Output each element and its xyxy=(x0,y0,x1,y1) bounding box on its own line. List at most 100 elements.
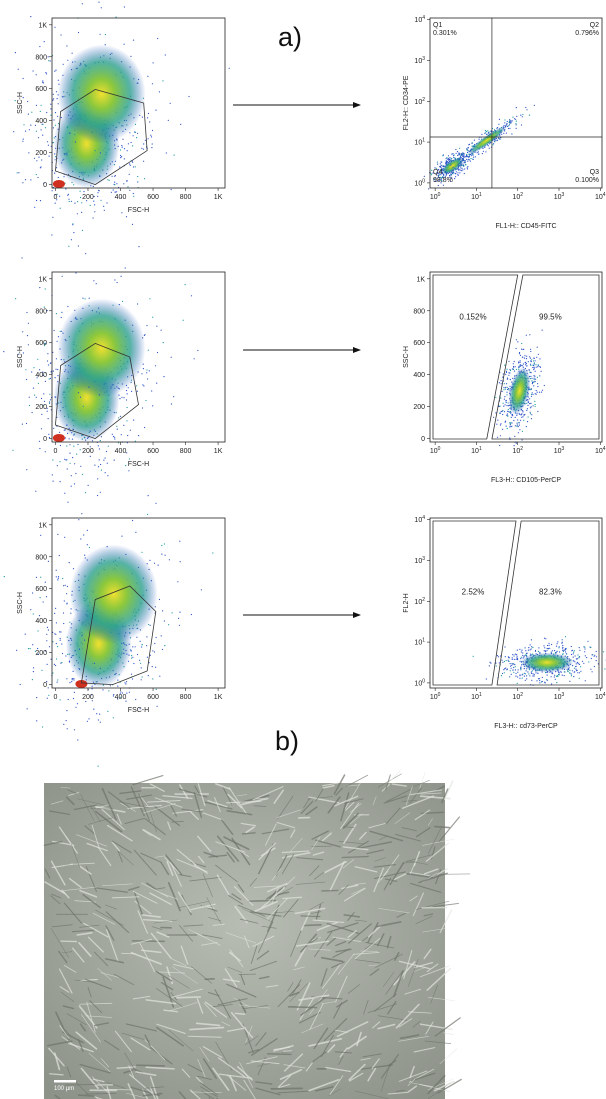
event-dot xyxy=(523,656,524,657)
event-dot xyxy=(525,650,526,651)
event-dot xyxy=(497,140,498,141)
event-dot xyxy=(579,664,580,665)
event-dot xyxy=(590,647,591,648)
event-dot xyxy=(42,726,43,727)
event-dot xyxy=(87,530,88,531)
event-dot xyxy=(146,636,147,637)
event-dot xyxy=(537,392,538,393)
event-dot xyxy=(55,112,56,113)
event-dot xyxy=(129,458,130,459)
event-dot xyxy=(516,348,517,349)
event-dot xyxy=(121,145,122,146)
event-dot xyxy=(57,369,58,370)
event-dot xyxy=(531,396,532,397)
event-dot xyxy=(117,686,118,687)
event-dot xyxy=(66,678,67,679)
event-dot xyxy=(502,673,503,674)
event-dot xyxy=(85,492,86,493)
event-dot xyxy=(31,112,32,113)
event-dot xyxy=(132,224,133,225)
event-dot xyxy=(106,173,107,174)
event-dot xyxy=(124,6,125,7)
event-dot xyxy=(573,660,574,661)
event-dot xyxy=(58,576,59,577)
tick-label: 1K xyxy=(214,694,223,701)
event-dot xyxy=(146,325,147,326)
event-dot xyxy=(459,153,460,154)
event-dot xyxy=(70,463,71,464)
event-dot xyxy=(555,652,556,653)
tick-base: 10 xyxy=(595,194,603,201)
event-dot xyxy=(506,133,507,134)
event-dot xyxy=(40,577,41,578)
event-dot xyxy=(431,174,432,175)
event-dot xyxy=(29,397,30,398)
event-dot xyxy=(57,465,58,466)
event-dot xyxy=(54,613,55,614)
event-dot xyxy=(533,405,534,406)
event-dot xyxy=(152,143,153,144)
event-dot xyxy=(67,468,68,469)
event-dot xyxy=(463,155,464,156)
event-dot xyxy=(495,412,496,413)
event-dot xyxy=(520,667,521,668)
event-dot xyxy=(120,155,121,156)
event-dot xyxy=(52,459,53,460)
tick-label: 104 xyxy=(595,692,606,701)
event-dot xyxy=(143,368,144,369)
event-dot xyxy=(75,272,76,273)
event-dot xyxy=(543,645,544,646)
event-dot xyxy=(36,105,37,106)
event-dot xyxy=(513,366,514,367)
event-dot xyxy=(526,403,527,404)
event-dot xyxy=(500,423,501,424)
event-dot xyxy=(107,463,108,464)
event-dot xyxy=(40,597,41,598)
event-dot xyxy=(574,671,575,672)
tick-label: 104 xyxy=(595,446,606,455)
y-axis-label: FL2-H:: CD34-PE xyxy=(403,75,410,130)
cell xyxy=(304,925,321,926)
tick-label: 100 xyxy=(414,178,425,187)
event-dot xyxy=(49,401,50,402)
event-dot xyxy=(462,158,463,159)
event-dot xyxy=(178,618,179,619)
event-dot xyxy=(49,403,50,404)
event-dot xyxy=(142,644,143,645)
tick-base: 10 xyxy=(430,448,438,455)
event-dot xyxy=(539,678,540,679)
event-dot xyxy=(191,614,192,615)
event-dot xyxy=(461,153,462,154)
event-dot xyxy=(484,133,485,134)
event-dot xyxy=(461,157,462,158)
event-dot xyxy=(128,143,129,144)
quadrant-value: 0.796% xyxy=(575,30,599,37)
event-dot xyxy=(502,391,503,392)
event-dot xyxy=(47,664,48,665)
event-dot xyxy=(162,649,163,650)
event-dot xyxy=(82,230,83,231)
event-dot xyxy=(144,427,145,428)
event-dot xyxy=(114,279,115,280)
event-dot xyxy=(585,655,586,656)
event-dot xyxy=(493,417,494,418)
event-dot xyxy=(551,644,552,645)
event-dot xyxy=(57,341,58,342)
event-dot xyxy=(539,682,540,683)
event-dot xyxy=(125,683,126,684)
event-dot xyxy=(132,520,133,521)
event-dot xyxy=(57,579,58,580)
event-dot xyxy=(507,387,508,388)
event-dot xyxy=(574,661,575,662)
event-dot xyxy=(562,675,563,676)
event-dot xyxy=(510,422,511,423)
event-dot xyxy=(544,647,545,648)
tick-base: 10 xyxy=(471,194,479,201)
event-dot xyxy=(164,543,165,544)
event-dot xyxy=(520,364,521,365)
event-dot xyxy=(460,167,461,168)
event-dot xyxy=(56,622,57,623)
event-dot xyxy=(122,139,123,140)
tick-label: 200 xyxy=(82,194,94,201)
event-dot xyxy=(48,364,49,365)
